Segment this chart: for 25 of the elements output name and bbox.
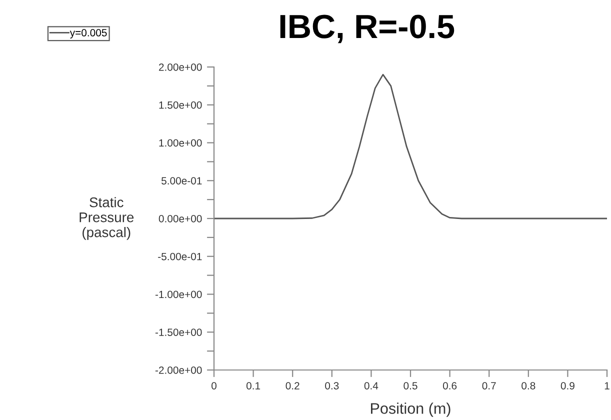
x-tick-label: 1 bbox=[604, 382, 610, 390]
y-tick-label: 1.00e+00 bbox=[159, 139, 202, 147]
y-tick-label: 1.50e+00 bbox=[159, 101, 202, 109]
x-tick-label: 0.4 bbox=[364, 382, 378, 390]
y-tick-label: -1.50e+00 bbox=[155, 328, 202, 336]
chart-title: IBC, R=-0.5 bbox=[280, 14, 454, 44]
x-tick-label: 0.8 bbox=[522, 382, 536, 390]
x-tick-label: 0.2 bbox=[286, 382, 300, 390]
y-tick-label: -5.00e-01 bbox=[158, 252, 202, 260]
y-tick-label: 5.00e-01 bbox=[161, 177, 202, 184]
line-series bbox=[214, 74, 607, 220]
legend-label: y=0.005 bbox=[70, 29, 107, 38]
x-tick-label: 0.9 bbox=[560, 382, 574, 390]
x-axis-title: Position (m) bbox=[371, 402, 450, 417]
y-axis-title: Static Pressure (pascal) bbox=[80, 197, 134, 240]
y-tick-label: 0.00e+00 bbox=[158, 215, 202, 222]
x-tick-label: 0.7 bbox=[482, 382, 496, 390]
x-tick-label: 0 bbox=[212, 382, 216, 390]
x-tick-label: 0.1 bbox=[246, 382, 260, 390]
x-tick-label: 0.6 bbox=[442, 382, 457, 390]
x-tick-label: 0.3 bbox=[325, 382, 339, 390]
x-tick-label: 0.5 bbox=[404, 382, 418, 390]
y-tick-label: -1.00e+00 bbox=[155, 290, 202, 298]
y-tick-label: 2.00e+00 bbox=[158, 64, 202, 71]
y-tick-label: -2.00e+00 bbox=[155, 366, 202, 374]
